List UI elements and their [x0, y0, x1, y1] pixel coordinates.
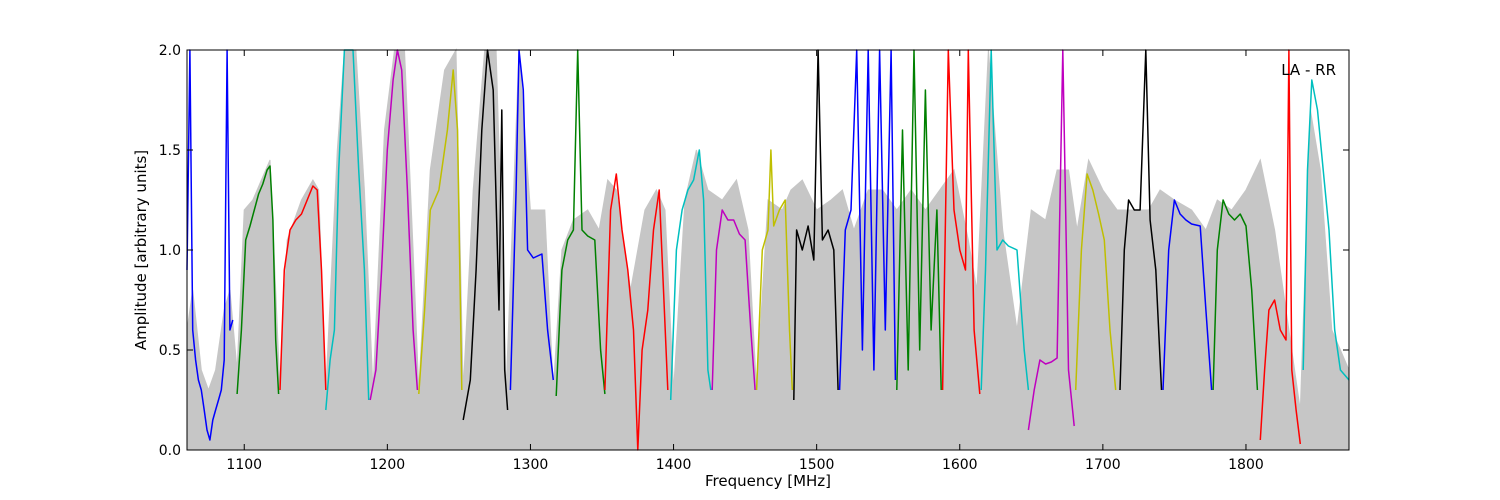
x-tick-label: 1700: [1085, 457, 1121, 473]
series-line-24: [1259, 49, 1302, 445]
series-line-8: [509, 49, 555, 391]
y-tick-label: 2.0: [159, 43, 181, 59]
x-tick-label: 1600: [942, 457, 978, 473]
series-line-6: [418, 69, 463, 395]
series-line-16: [896, 49, 942, 391]
series-line-7: [462, 49, 509, 421]
x-tick-label: 1800: [1228, 457, 1264, 473]
background-envelope: [186, 48, 1350, 451]
y-axis-label: Amplitude [arbitrary units]: [132, 150, 150, 350]
series-line-17: [941, 49, 981, 395]
series-line-2: [236, 165, 280, 395]
series-line-1: [186, 49, 234, 441]
series-line-5: [369, 49, 419, 401]
series-line-13: [755, 149, 794, 391]
x-tick-label: 1500: [799, 457, 835, 473]
y-tick-label: 0.0: [159, 443, 181, 459]
series-line-18: [980, 49, 1030, 391]
x-tick-label: 1200: [370, 457, 406, 473]
y-axis-ticks: 0.0 0.5 1.0 1.5 2.0: [159, 43, 1349, 459]
series-line-25: [1302, 79, 1350, 381]
x-tick-label: 1100: [226, 457, 262, 473]
background-series-layer: [186, 48, 1350, 451]
series-line-9: [555, 49, 606, 397]
chart-annotation: LA - RR: [1281, 61, 1336, 79]
series-layer: [186, 49, 1350, 451]
series-line-21: [1119, 49, 1163, 391]
x-tick-label: 1400: [656, 457, 692, 473]
series-line-23: [1212, 199, 1259, 391]
series-line-22: [1162, 199, 1213, 391]
y-tick-label: 1.5: [159, 143, 181, 159]
x-axis-ticks: 1100 1200 1300 1400 1500 1600 1700 1800: [226, 50, 1264, 473]
x-axis-label: Frequency [MHz]: [705, 472, 831, 490]
x-tick-label: 1300: [513, 457, 549, 473]
series-line-11: [669, 149, 712, 401]
series-line-20: [1074, 173, 1117, 391]
y-tick-label: 0.5: [159, 343, 181, 359]
series-line-14: [793, 49, 839, 401]
series-line-3: [279, 185, 327, 391]
series-line-12: [711, 209, 756, 391]
y-tick-label: 1.0: [159, 243, 181, 259]
series-line-19: [1027, 49, 1075, 431]
